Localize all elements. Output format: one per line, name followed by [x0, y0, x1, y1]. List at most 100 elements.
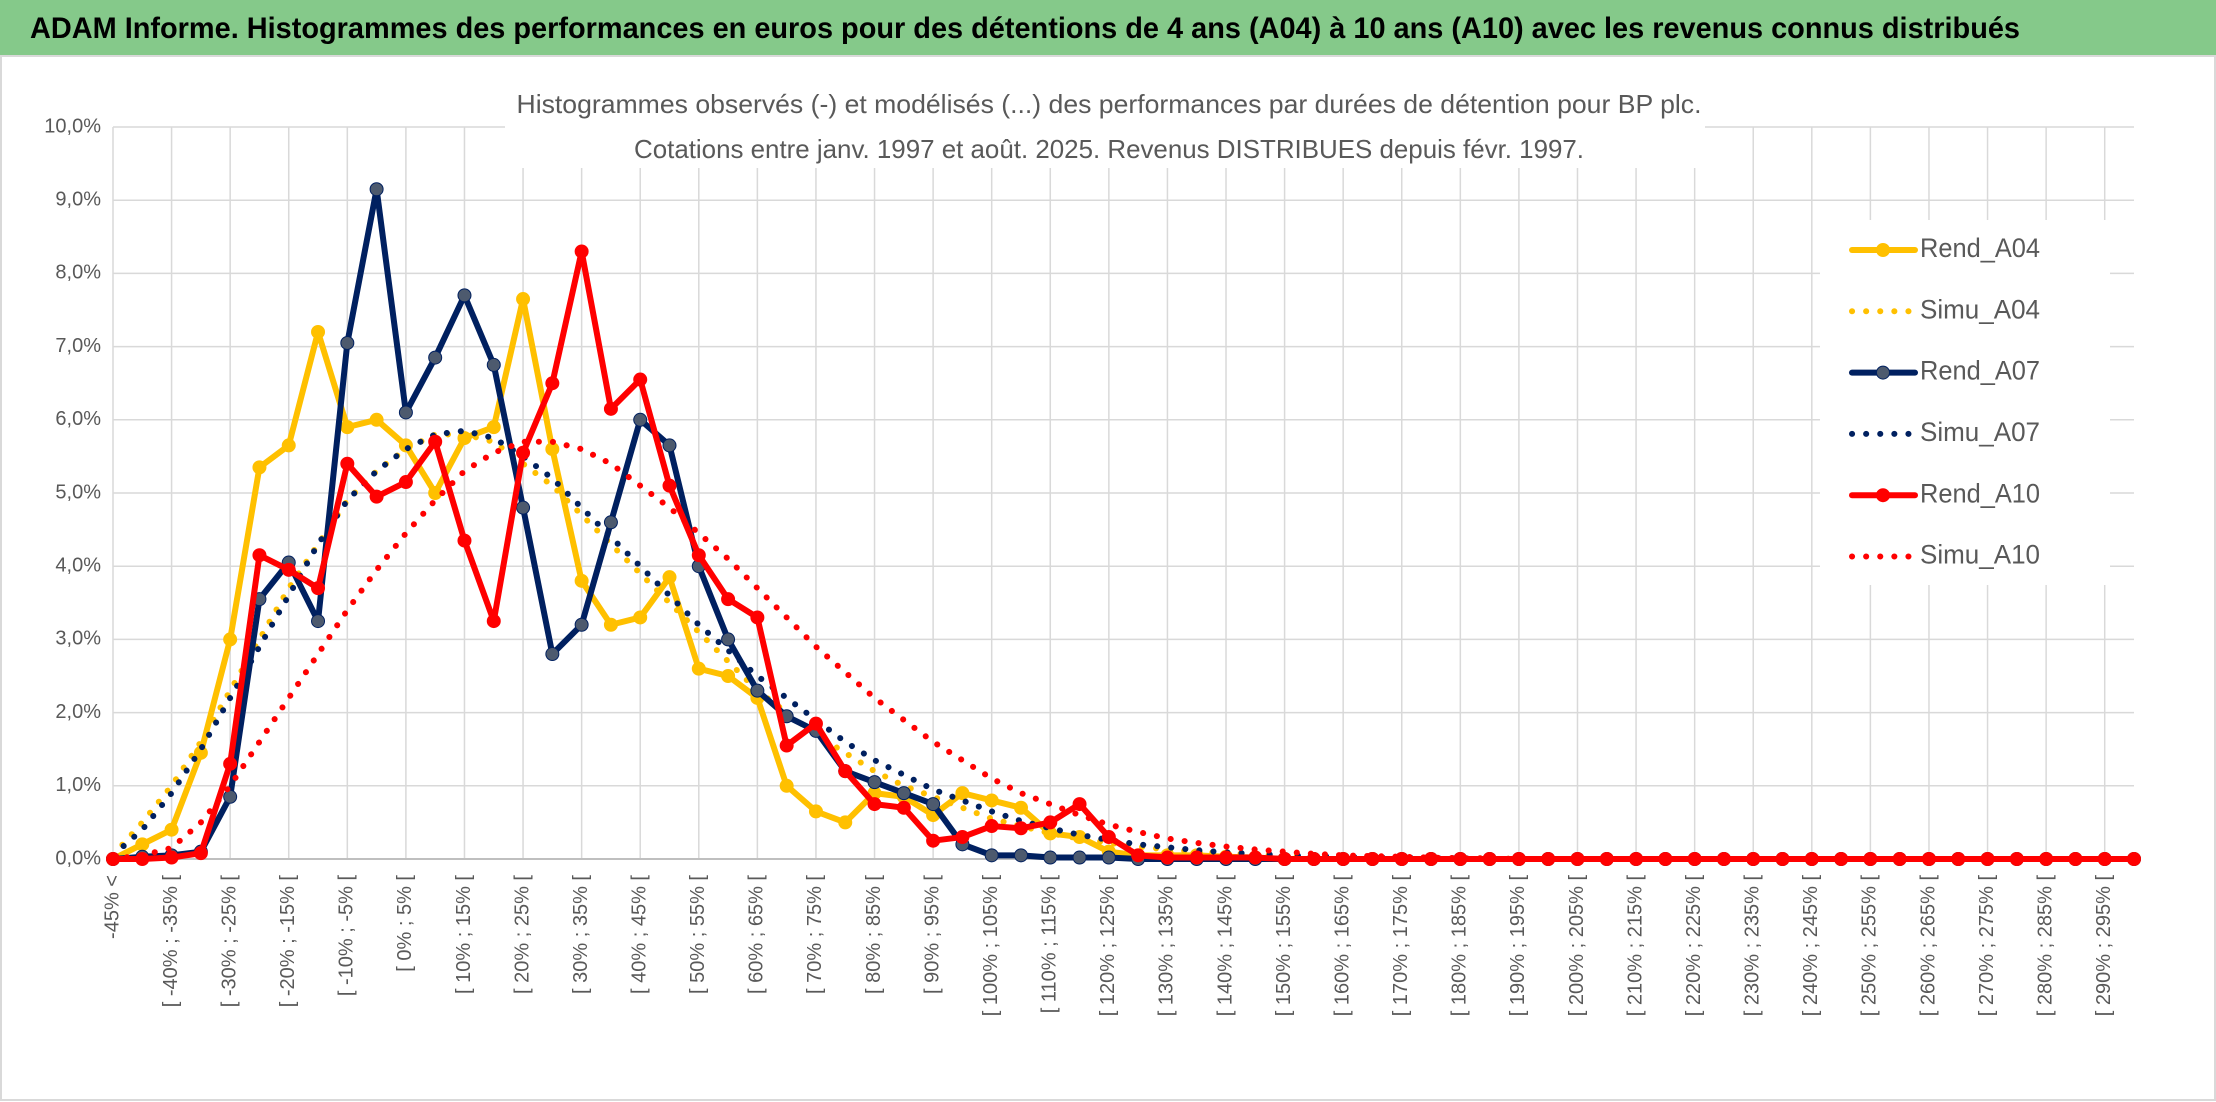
data-point	[721, 669, 736, 683]
data-point	[311, 614, 326, 629]
data-point	[721, 592, 736, 607]
x-tick-label: [ 30% ; 35% [	[570, 875, 592, 994]
y-tick-label: 9,0%	[55, 188, 101, 210]
data-point	[340, 456, 355, 471]
y-tick-label: 7,0%	[55, 335, 101, 357]
data-point	[603, 401, 618, 416]
data-point	[603, 515, 618, 530]
data-point	[545, 376, 560, 391]
legend-backdrop	[1820, 220, 2110, 585]
data-point	[223, 756, 238, 771]
data-point	[779, 738, 794, 753]
data-point	[779, 778, 794, 793]
chart-title: Cotations entre janv. 1997 et août. 2025…	[634, 134, 1584, 164]
data-point	[750, 610, 765, 625]
data-point	[516, 500, 531, 515]
data-point	[486, 614, 501, 629]
x-tick-label: -45% <	[101, 875, 123, 939]
data-point	[691, 661, 706, 676]
data-point	[516, 445, 531, 460]
data-point	[1013, 800, 1028, 815]
data-point	[750, 683, 765, 698]
data-point	[955, 830, 970, 845]
data-point	[1189, 850, 1204, 865]
data-point	[223, 632, 238, 647]
data-point	[984, 848, 999, 863]
data-point	[457, 533, 472, 548]
data-point	[896, 800, 911, 815]
data-point	[984, 819, 999, 834]
y-tick-label: 0,0%	[55, 847, 101, 869]
data-point	[662, 478, 677, 493]
x-tick-label: [ -20% ; -15% [	[277, 875, 299, 1008]
data-point	[1511, 852, 1526, 866]
x-tick-label: [ 220% ; 225% [	[1683, 875, 1705, 1017]
series-line	[110, 427, 2137, 862]
data-point	[838, 815, 853, 830]
x-tick-label: [ 60% ; 65% [	[746, 875, 768, 994]
data-point	[428, 434, 443, 449]
y-tick-label: 10,0%	[44, 115, 101, 137]
data-point	[808, 716, 823, 731]
data-point	[662, 570, 677, 585]
x-tick-label: [ 20% ; 25% [	[511, 875, 533, 994]
data-point	[1277, 852, 1292, 866]
y-tick-label: 6,0%	[55, 408, 101, 430]
x-tick-label: [ 110% ; 115% [	[1039, 875, 1061, 1014]
chart-frame	[0, 55, 2216, 1101]
title-backdrop	[505, 88, 1705, 168]
y-tick-label: 5,0%	[55, 481, 101, 503]
data-point	[1687, 852, 1702, 866]
data-point	[926, 833, 941, 848]
data-point	[340, 420, 355, 435]
data-point	[955, 786, 970, 801]
data-point	[1013, 821, 1028, 836]
data-point	[281, 438, 296, 453]
data-point	[164, 822, 179, 837]
data-point	[486, 357, 501, 372]
data-point	[340, 335, 355, 350]
x-tick-label: [ 50% ; 55% [	[687, 875, 709, 994]
data-point	[1160, 850, 1175, 865]
series-line	[110, 248, 2137, 862]
data-point	[193, 846, 208, 861]
data-point	[633, 610, 648, 625]
data-point	[1072, 797, 1087, 812]
x-tick-label: [ 200% ; 205% [	[1566, 875, 1588, 1017]
x-tick-label: [ 70% ; 75% [	[804, 875, 826, 994]
legend-label: Simu_A07	[1920, 417, 2040, 447]
data-point	[574, 244, 589, 259]
data-point	[603, 617, 618, 632]
data-point	[984, 793, 999, 808]
x-tick-label: [ 190% ; 195% [	[1507, 875, 1529, 1017]
legend-marker	[1876, 365, 1890, 380]
data-point	[2068, 852, 2083, 866]
data-point	[1043, 815, 1058, 830]
legend-label: Rend_A07	[1920, 356, 2040, 386]
data-point	[1219, 850, 1234, 865]
x-tick-label: [ 260% ; 265% [	[1917, 875, 1939, 1017]
data-point	[838, 764, 853, 779]
series-line	[110, 431, 2137, 862]
x-tick-label: [ 80% ; 85% [	[863, 875, 885, 994]
data-point	[691, 548, 706, 563]
data-point	[516, 292, 531, 307]
legend-marker	[1876, 488, 1890, 503]
data-point	[311, 324, 326, 339]
x-tick-label: [ 230% ; 235% [	[1742, 875, 1764, 1017]
y-tick-label: 1,0%	[55, 774, 101, 796]
data-point	[633, 372, 648, 387]
data-point	[896, 786, 911, 801]
x-tick-label: [ 160% ; 165% [	[1331, 875, 1353, 1017]
data-point	[398, 405, 413, 420]
x-tick-label: [ 290% ; 295% [	[2093, 875, 2115, 1017]
data-point	[457, 288, 472, 303]
data-point	[223, 789, 238, 804]
legend-label: Rend_A10	[1920, 478, 2040, 508]
data-point	[574, 573, 589, 588]
header-title: ADAM Informe. Histogrammes des performan…	[30, 12, 2020, 45]
data-point	[252, 460, 267, 475]
data-point	[1101, 850, 1116, 865]
y-tick-label: 2,0%	[55, 701, 101, 723]
data-point	[926, 797, 941, 812]
